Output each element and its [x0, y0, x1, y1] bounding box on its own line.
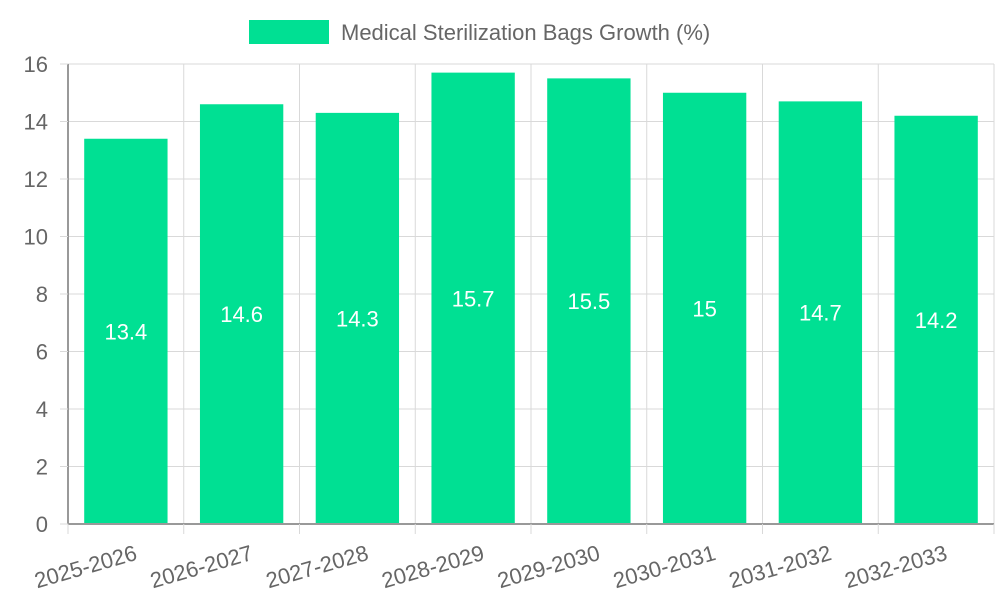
x-tick-label: 2025-2026 — [32, 540, 140, 593]
data-label: 13.4 — [104, 319, 147, 344]
bar[interactable] — [431, 72, 515, 524]
legend-label: Medical Sterilization Bags Growth (%) — [341, 20, 710, 45]
data-label: 14.6 — [220, 302, 263, 327]
x-tick-label: 2027-2028 — [263, 540, 371, 593]
bar[interactable] — [547, 78, 631, 524]
y-tick-label: 0 — [36, 512, 48, 537]
data-label: 14.2 — [915, 308, 958, 333]
x-tick-label: 2031-2032 — [726, 540, 834, 593]
legend[interactable]: Medical Sterilization Bags Growth (%) — [249, 20, 710, 45]
bar[interactable] — [778, 101, 863, 524]
bar[interactable] — [894, 115, 978, 524]
x-tick-label: 2026-2027 — [147, 540, 255, 593]
bar[interactable] — [315, 112, 400, 524]
x-tick-label: 2030-2031 — [610, 540, 718, 593]
bar[interactable] — [662, 92, 747, 524]
legend-swatch — [249, 20, 329, 44]
data-label: 14.3 — [336, 306, 379, 331]
y-tick-label: 8 — [36, 282, 48, 307]
bar[interactable] — [199, 104, 284, 524]
x-tick-label: 2029-2030 — [495, 540, 603, 593]
y-tick-label: 16 — [24, 52, 48, 77]
y-tick-label: 2 — [36, 455, 48, 480]
x-axis-ticks: 2025-2026 2026-2027 2027-2028 2028-2029 2029… — [32, 524, 995, 593]
data-label: 15 — [692, 296, 716, 321]
y-tick-label: 12 — [24, 167, 48, 192]
data-labels: 13.4 14.6 14.3 15.7 15.5 15 14.7 14.2 — [104, 286, 957, 344]
y-tick-label: 4 — [36, 397, 48, 422]
x-tick-label: 2032-2033 — [842, 540, 950, 593]
y-tick-label: 14 — [24, 110, 48, 135]
y-axis-ticks: 0 2 4 6 8 10 12 14 16 — [24, 52, 68, 537]
x-tick-label: 2028-2029 — [379, 540, 487, 593]
data-label: 14.7 — [799, 301, 842, 326]
data-label: 15.5 — [567, 289, 610, 314]
y-tick-label: 10 — [24, 225, 48, 250]
bars — [84, 72, 978, 524]
y-tick-label: 6 — [36, 340, 48, 365]
bar[interactable] — [84, 138, 168, 524]
data-label: 15.7 — [452, 286, 495, 311]
